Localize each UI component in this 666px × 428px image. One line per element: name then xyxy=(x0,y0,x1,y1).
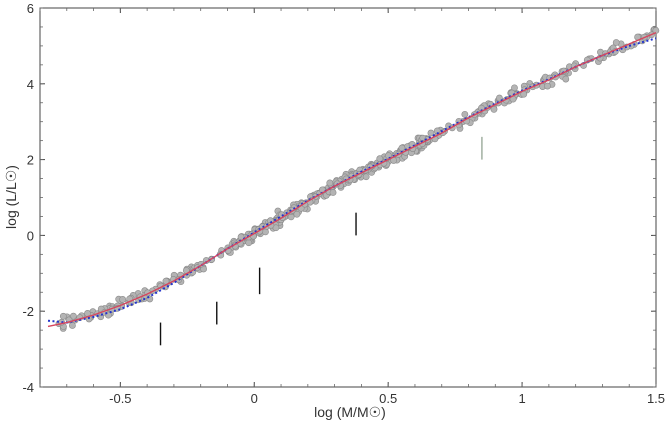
y-axis-title: log (L/L☉) xyxy=(3,165,19,229)
scatter-point xyxy=(562,75,570,83)
scatter-point xyxy=(496,94,503,102)
scatter-point xyxy=(544,82,551,90)
y-tick-label: -4 xyxy=(22,380,34,395)
fit-curves xyxy=(47,31,657,328)
scatter-point xyxy=(245,239,253,247)
scatter-point xyxy=(329,189,337,196)
x-tick-label: 0.5 xyxy=(379,391,397,406)
fit-curve-solid xyxy=(47,31,657,328)
scatter-point xyxy=(326,179,334,187)
x-tick-label: 1.5 xyxy=(647,391,665,406)
x-tick-label: -0.5 xyxy=(109,391,131,406)
y-tick-label: 2 xyxy=(27,153,34,168)
y-tick-label: 6 xyxy=(27,1,34,16)
y-tick-label: 0 xyxy=(27,228,34,243)
scatter-point xyxy=(652,27,660,34)
x-tick-label: 0 xyxy=(251,391,258,406)
x-axis-title: log (M/M☉) xyxy=(314,404,386,420)
x-tick-label: 1 xyxy=(518,391,525,406)
y-tick-label: 4 xyxy=(27,77,34,92)
plot-frame xyxy=(39,7,657,388)
scatter-point xyxy=(119,296,127,303)
scatter-point xyxy=(461,110,469,118)
scatter-point xyxy=(293,210,301,218)
scatter-point xyxy=(59,312,67,320)
scatter-point xyxy=(490,105,498,113)
plot-area-border xyxy=(39,7,657,388)
scatter-point xyxy=(612,39,620,46)
scatter-point xyxy=(68,322,76,329)
data-points xyxy=(55,25,660,332)
mass-markers xyxy=(159,136,483,346)
axis-ticks: -0.5 0 0.5 1 1.5 -4 -2 0 2 4 6 xyxy=(22,1,665,406)
y-tick-label: -2 xyxy=(22,304,34,319)
scatter-point xyxy=(427,129,435,137)
scatter-point xyxy=(362,173,370,181)
